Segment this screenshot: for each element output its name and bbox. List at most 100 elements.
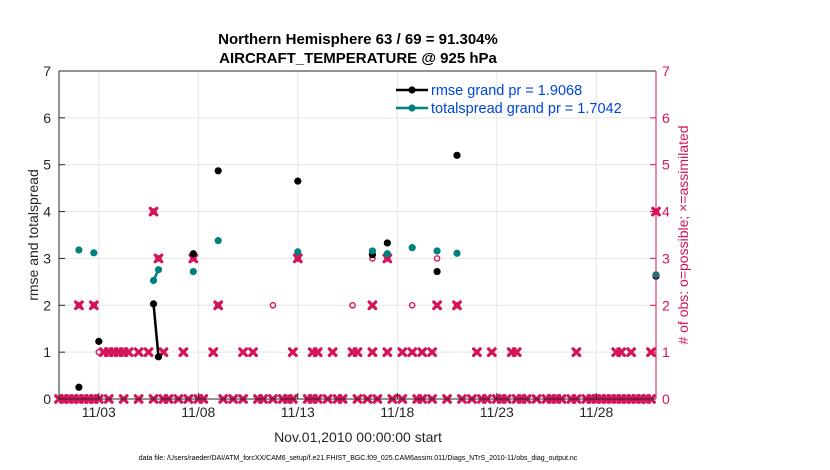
obs-assimilated-marker [148,206,159,217]
obs-assimilated-marker [312,347,323,358]
obs-assimilated-marker [208,347,219,358]
obs-assimilated-marker [472,347,482,358]
obs-possible-marker [433,255,441,262]
spread-point [294,248,302,256]
y-right-tick-label: 2 [662,297,670,313]
obs-assimilated-marker [432,300,442,311]
obs-assimilated-marker [123,347,134,358]
obs-assimilated-marker [382,347,393,358]
y-right-tick-label: 7 [662,63,670,79]
obs-possible-marker [150,208,157,215]
y-tick-label: 6 [43,110,51,126]
obs-assimilated-marker [452,300,462,311]
rmse-point [149,300,158,308]
obs-assimilated-marker [248,347,258,358]
y-right-tick-label: 1 [662,344,670,360]
rmse-point [75,383,83,391]
obs-assimilated-marker [427,347,438,358]
spread-point [75,246,83,254]
y-tick-label: 7 [43,63,51,79]
obs-assimilated-marker [74,300,84,311]
y-right-tick-label: 4 [662,204,670,220]
obs-assimilated-marker [571,347,582,358]
obs-possible-marker [90,301,98,309]
obs-assimilated-marker [626,347,637,358]
legend: rmse grand pr = 1.9068 totalspread grand… [396,83,622,117]
data-file-footnote: data file: /Users/raeder/DAI/ATM_forcXX/… [139,455,578,462]
obs-possible-marker [349,301,356,309]
spread-point [408,244,416,252]
obs-assimilated-marker [178,347,189,358]
obs-assimilated-marker [397,347,408,358]
obs-assimilated-marker [511,347,522,358]
spread-point [433,247,441,255]
obs-assimilated-marker [143,347,154,358]
obs-possible-marker [95,348,103,356]
y-right-tick-label: 3 [662,250,670,266]
y-right-tick-label: 5 [662,157,670,173]
obs-assimilated-marker [327,347,338,358]
y-tick-label: 1 [43,344,51,360]
obs-assimilated-marker [88,300,99,311]
data-series [75,151,660,391]
x-axis-label: Nov.01,2010 00:00:00 start [274,429,442,445]
obs-possible-marker [269,301,277,309]
chart-title: Northern Hemisphere 63 / 69 = 91.304% [218,31,498,48]
rmse-point [154,353,163,361]
x-tick-label: 11/13 [281,404,315,420]
x-tick-label: 11/18 [380,404,414,420]
obs-assimilated-marker [352,347,363,358]
spread-point [383,250,391,258]
y-right-tick-label: 0 [662,391,670,407]
obs-assimilated-marker [238,347,248,358]
axes: 0 0 1 1 2 2 3 3 4 4 5 5 6 6 7 7 11/03 11/08 11/13 11/18 11/2… [43,63,670,420]
obs-possible-marker [294,255,302,262]
legend-rmse-marker [408,86,416,94]
rmse-segment [152,303,160,357]
y-tick-label: 3 [43,250,51,266]
spread-point [368,247,377,255]
y-tick-label: 4 [43,204,51,220]
spread-point [149,276,158,285]
obs-possible-marker [453,301,461,309]
x-tick-label: 11/08 [181,404,215,420]
x-tick-label: 11/28 [579,404,613,420]
y-right-tick-label: 6 [662,110,670,126]
obs-possible-marker [75,301,83,309]
y-axis-label: rmse and totalspread [25,169,41,301]
rmse-point [433,267,441,276]
legend-spread-marker [408,104,416,112]
obs-assimilated-marker [417,347,428,358]
rmse-point [383,239,391,247]
obs-assimilated-marker [158,347,169,358]
rmse-point [95,337,103,345]
rmse-point [189,250,197,258]
plot-area [59,71,656,399]
chart-subtitle: AIRCRAFT_TEMPERATURE @ 925 hPa [219,50,497,67]
obs-assimilated-marker [486,347,497,358]
y-tick-label: 0 [43,391,51,407]
obs-assimilated-marker [287,347,298,358]
x-tick-label: 11/03 [82,404,116,420]
obs-assimilated-marker [367,347,378,358]
spread-point [154,266,163,274]
spread-point [453,249,461,257]
spread-point [189,267,197,276]
obs-assimilated-marker [133,347,144,358]
y-axis-right-label: # of obs: o=possible; ×=assimilated [675,125,691,344]
spread-point [90,249,98,257]
obs-assimilated-marker [213,300,224,311]
rmse-point [214,167,222,175]
x-tick-label: 11/23 [480,404,514,420]
obs-assimilated-marker [367,300,378,311]
y-tick-label: 2 [43,297,51,313]
obs-assimilated-marker [153,253,164,264]
obs-assimilated-marker [407,347,418,358]
obs-assimilated-marker [292,253,303,264]
y-tick-label: 5 [43,157,51,173]
rmse-point [453,151,461,159]
rmse-point [294,177,302,185]
spread-point [214,237,222,245]
legend-rmse-label: rmse grand pr = 1.9068 [431,83,582,99]
